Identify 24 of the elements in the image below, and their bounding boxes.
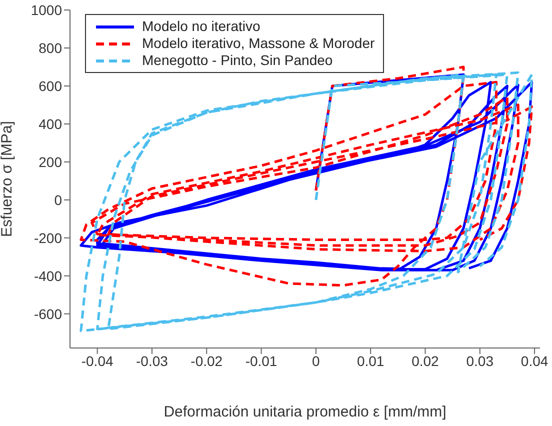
y-tick-label: -200 xyxy=(34,230,62,246)
x-tick-label: 0.02 xyxy=(412,352,440,369)
y-tick-label: -600 xyxy=(34,306,62,322)
y-tick-label: 1000 xyxy=(30,2,62,18)
y-tick-label: 400 xyxy=(38,116,62,132)
x-tick-label: 0.01 xyxy=(356,352,384,369)
x-tick-label: -0.03 xyxy=(136,352,168,369)
y-tick-label: 200 xyxy=(38,154,62,170)
x-tick-label: -0.02 xyxy=(190,352,223,369)
line-series xyxy=(80,71,534,332)
y-tick-label: 0 xyxy=(54,192,62,208)
x-tick-label: 0.04 xyxy=(520,352,548,369)
x-axis-title: Deformación unitaria promedio ε [mm/mm] xyxy=(164,404,446,421)
x-tick-label: 0.03 xyxy=(466,352,494,369)
x-tick-label: -0.04 xyxy=(81,352,114,369)
legend-label: Menegotto - Pinto, Sin Pandeo xyxy=(142,52,333,69)
y-tick-label: -400 xyxy=(34,268,62,284)
y-axis-title: Esfuerzo σ [MPa] xyxy=(0,121,16,237)
legend-label: Modelo no iterativo xyxy=(142,18,260,35)
y-tick-label: 600 xyxy=(38,78,62,94)
legend-label: Modelo iterativo, Massone & Moroder xyxy=(142,35,375,52)
y-tick-label: 800 xyxy=(38,40,62,56)
x-tick-label: 0 xyxy=(312,352,320,369)
x-tick-label: -0.01 xyxy=(245,352,278,369)
